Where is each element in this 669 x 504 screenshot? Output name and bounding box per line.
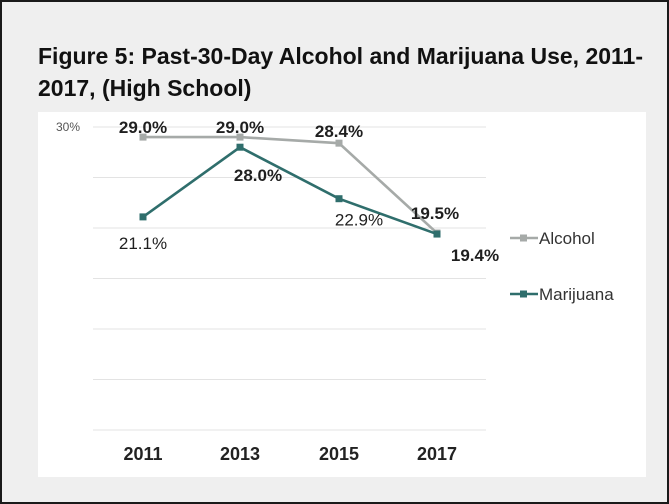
x-tick-label: 2013 xyxy=(220,444,260,464)
data-label: 29.0% xyxy=(119,118,167,137)
legend-swatch-marker xyxy=(520,290,527,298)
legend-label: Alcohol xyxy=(539,229,595,248)
series-line-marijuana xyxy=(142,145,438,236)
data-label: 28.0% xyxy=(234,166,282,185)
y-tick-label: 30% xyxy=(56,120,80,134)
data-label: 28.4% xyxy=(315,122,363,141)
data-label: 22.9% xyxy=(335,211,383,230)
legend-swatch-marker xyxy=(520,234,527,242)
data-point xyxy=(139,133,147,141)
data-label: 21.1% xyxy=(119,234,167,253)
data-point xyxy=(335,195,343,203)
data-label: 19.5% xyxy=(411,204,459,223)
series-line-alcohol xyxy=(143,135,438,235)
data-point xyxy=(236,133,244,141)
data-point xyxy=(433,230,441,238)
chart-title: Figure 5: Past-30-Day Alcohol and Mariju… xyxy=(38,43,644,101)
legend-label: Marijuana xyxy=(539,285,614,304)
x-tick-label: 2017 xyxy=(417,444,457,464)
data-point xyxy=(139,213,147,221)
x-tick-label: 2011 xyxy=(123,444,162,464)
data-point xyxy=(335,139,343,147)
data-point xyxy=(236,143,244,151)
data-label: 19.4% xyxy=(451,246,499,265)
data-label: 29.0% xyxy=(216,118,264,137)
chart-area: 30% 2011 2013 2015 2017 29.0% 29.0% 28.4% 19.5% 2… xyxy=(38,112,646,477)
x-tick-label: 2015 xyxy=(319,444,359,464)
line-chart: 30% 2011 2013 2015 2017 29.0% 29.0% 28.4% 19.5% 2… xyxy=(56,118,614,464)
